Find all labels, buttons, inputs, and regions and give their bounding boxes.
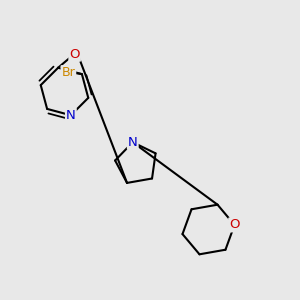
Text: N: N (128, 136, 138, 149)
Text: O: O (69, 48, 80, 61)
Text: O: O (229, 218, 240, 231)
Text: Br: Br (61, 66, 75, 79)
Text: N: N (66, 109, 76, 122)
